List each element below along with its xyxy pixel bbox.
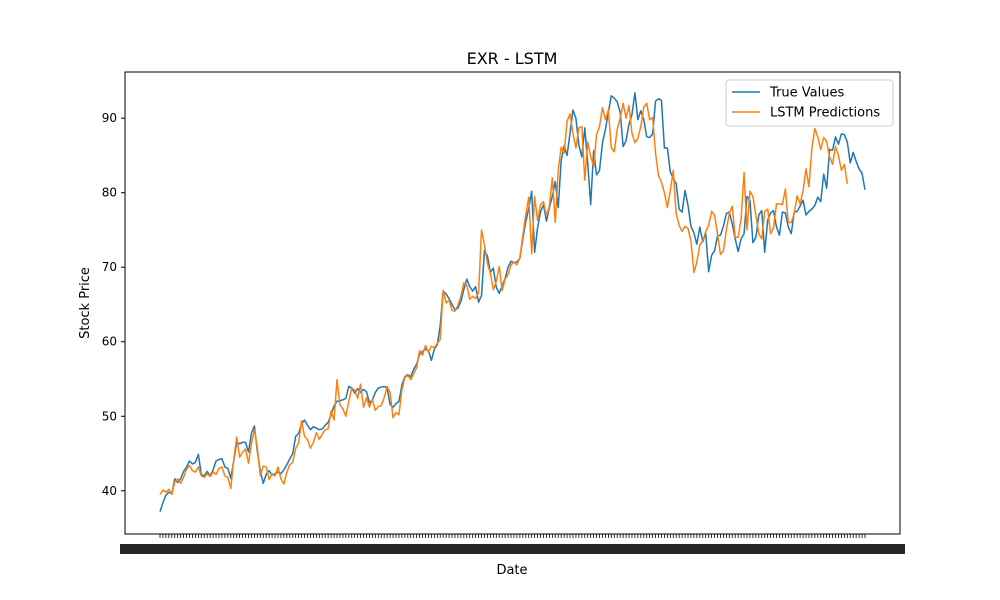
series-line-true-values: [159, 92, 866, 512]
y-tick-label: 90: [102, 111, 117, 125]
legend: True Values LSTM Predictions: [725, 79, 894, 127]
chart-title: EXR - LSTM: [467, 49, 558, 68]
x-tick-labels-overlap: [120, 544, 905, 554]
x-axis: [120, 534, 905, 554]
y-tick-label: 40: [102, 484, 117, 498]
x-axis-label: Date: [496, 563, 527, 578]
y-tick-label: 80: [102, 186, 117, 200]
series-line-lstm-predictions: [159, 102, 849, 496]
y-tick-label: 70: [102, 260, 117, 274]
plot-frame: [124, 71, 901, 535]
legend-label: True Values: [769, 86, 844, 101]
legend-box: [725, 79, 894, 127]
y-tick-label: 50: [102, 409, 117, 423]
legend-label: LSTM Predictions: [770, 106, 880, 121]
y-tick-label: 60: [102, 335, 117, 349]
y-axis: 40 50 60 70 80 90: [102, 111, 125, 498]
plot-lines: [159, 92, 866, 512]
y-axis-label: Stock Price: [78, 267, 93, 339]
